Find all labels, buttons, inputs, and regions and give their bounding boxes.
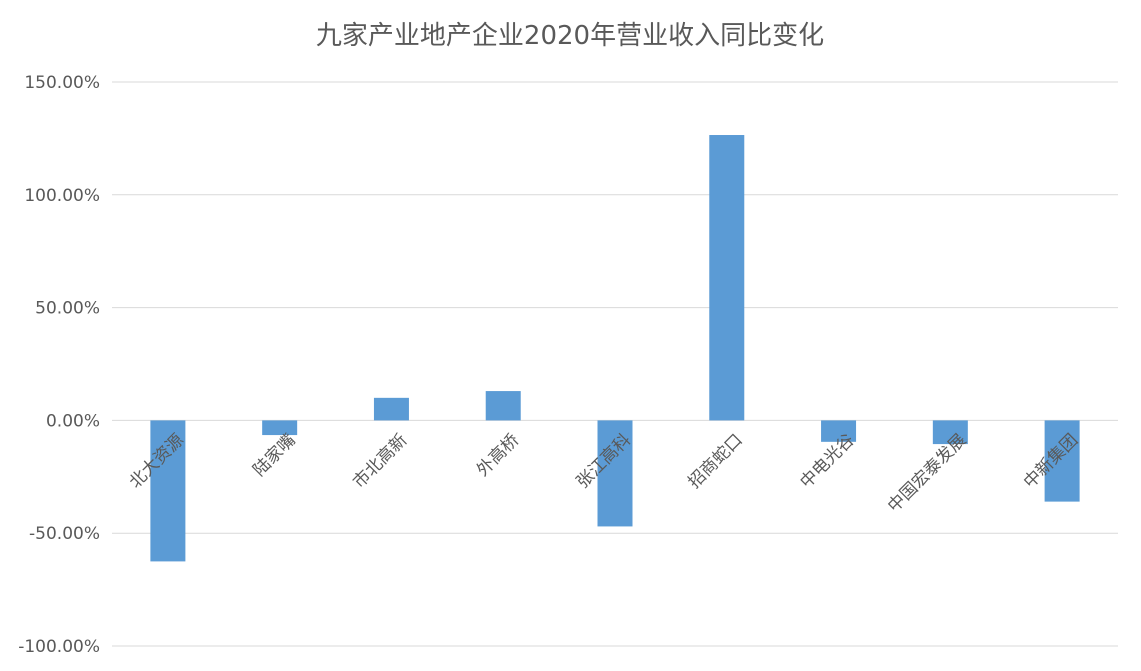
y-tick-label: 150.00% <box>24 73 100 93</box>
gridlines <box>112 81 1118 647</box>
bar-8 <box>1044 420 1080 502</box>
y-axis-ticks: 150.00% 100.00% 50.00% 0.00% -50.00% -100.00% <box>18 73 100 657</box>
y-tick-label: 50.00% <box>35 299 100 319</box>
x-tick-label: 外高桥 <box>473 430 523 480</box>
bar-6 <box>821 420 857 442</box>
bar-0 <box>150 420 186 562</box>
bar-2 <box>373 397 409 421</box>
bar-3 <box>485 391 521 421</box>
y-tick-label: 100.00% <box>24 186 100 206</box>
y-tick-label: -100.00% <box>18 637 100 657</box>
bar-7 <box>932 420 968 445</box>
bar-1 <box>262 420 298 436</box>
x-tick-label: 中国宏泰发展 <box>884 430 970 516</box>
bars <box>150 135 1080 562</box>
y-tick-label: 0.00% <box>46 411 100 431</box>
x-tick-label: 市北高新 <box>349 430 411 492</box>
x-tick-label: 陆家嘴 <box>249 430 299 480</box>
bar-4 <box>597 420 633 527</box>
x-tick-label: 招商蛇口 <box>685 430 747 492</box>
bar-5 <box>709 135 745 421</box>
chart-title: 九家产业地产企业2020年营业收入同比变化 <box>316 21 824 51</box>
y-tick-label: -50.00% <box>29 524 100 544</box>
